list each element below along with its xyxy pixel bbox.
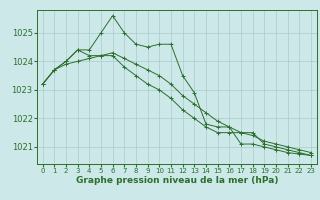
X-axis label: Graphe pression niveau de la mer (hPa): Graphe pression niveau de la mer (hPa) — [76, 176, 278, 185]
